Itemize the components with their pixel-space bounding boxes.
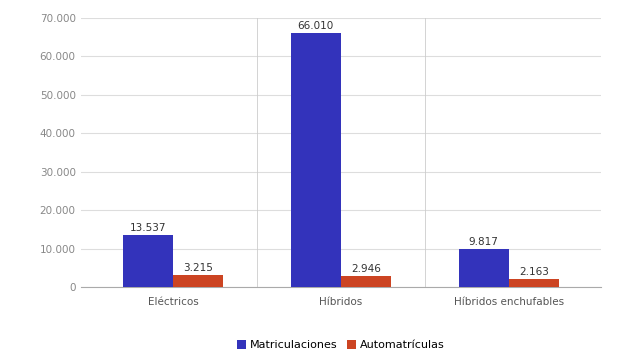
Text: 2.946: 2.946: [352, 264, 381, 274]
Bar: [291, 33, 341, 287]
Text: 66.010: 66.010: [298, 21, 334, 31]
Bar: [509, 279, 559, 287]
Bar: [123, 235, 173, 287]
Text: 2.163: 2.163: [520, 267, 549, 277]
Bar: [459, 249, 509, 287]
Text: 3.215: 3.215: [184, 263, 213, 273]
Text: 13.537: 13.537: [130, 223, 166, 233]
Legend: Matriculaciones, Automatrículas: Matriculaciones, Automatrículas: [232, 336, 450, 350]
Bar: [173, 275, 223, 287]
Text: 9.817: 9.817: [469, 237, 498, 247]
Bar: [341, 276, 391, 287]
